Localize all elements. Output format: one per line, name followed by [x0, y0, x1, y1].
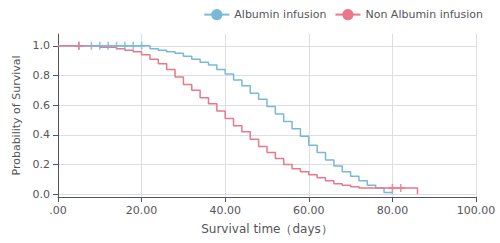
svg-text:0.2: 0.2 [33, 158, 51, 171]
svg-text:20.00: 20.00 [126, 204, 158, 217]
svg-text:0.4: 0.4 [33, 128, 51, 141]
svg-text:40.00: 40.00 [209, 204, 241, 217]
svg-text:Non Albumin infusion: Non Albumin infusion [365, 8, 483, 21]
svg-text:1.0: 1.0 [33, 39, 51, 52]
svg-text:0.6: 0.6 [33, 99, 51, 112]
svg-text:0.8: 0.8 [33, 69, 51, 82]
svg-text:Albumin infusion: Albumin infusion [234, 8, 326, 21]
svg-text:0.0: 0.0 [33, 188, 51, 201]
svg-text:Survival time（days）: Survival time（days） [201, 222, 333, 236]
svg-text:80.00: 80.00 [377, 204, 409, 217]
svg-text:100.00: 100.00 [457, 204, 496, 217]
svg-text:60.00: 60.00 [293, 204, 325, 217]
svg-text:.00: .00 [49, 204, 67, 217]
svg-text:Probability of Survival: Probability of Survival [10, 55, 23, 175]
